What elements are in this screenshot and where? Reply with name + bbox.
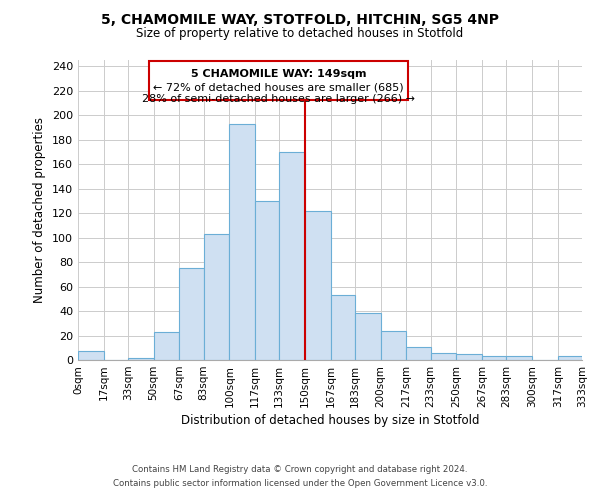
- Text: 28% of semi-detached houses are larger (266) →: 28% of semi-detached houses are larger (…: [142, 94, 415, 104]
- Bar: [128, 358, 154, 360]
- Text: 5, CHAMOMILE WAY, STOTFOLD, HITCHIN, SG5 4NP: 5, CHAMOMILE WAY, STOTFOLD, HITCHIN, SG5…: [101, 12, 499, 26]
- Bar: [78, 352, 104, 360]
- Bar: [229, 124, 255, 360]
- Bar: [305, 210, 331, 360]
- Text: Contains HM Land Registry data © Crown copyright and database right 2024.
Contai: Contains HM Land Registry data © Crown c…: [113, 466, 487, 487]
- Bar: [279, 152, 305, 360]
- Text: 5 CHAMOMILE WAY: 149sqm: 5 CHAMOMILE WAY: 149sqm: [191, 68, 366, 78]
- Text: Size of property relative to detached houses in Stotfold: Size of property relative to detached ho…: [136, 28, 464, 40]
- Bar: [331, 295, 355, 360]
- Bar: [381, 330, 406, 360]
- Bar: [355, 314, 381, 360]
- Bar: [506, 356, 532, 360]
- Bar: [558, 356, 582, 360]
- Bar: [457, 354, 482, 360]
- Bar: [482, 356, 506, 360]
- Bar: [203, 234, 229, 360]
- Bar: [255, 201, 279, 360]
- Text: ← 72% of detached houses are smaller (685): ← 72% of detached houses are smaller (68…: [153, 82, 404, 92]
- Bar: [406, 346, 431, 360]
- X-axis label: Distribution of detached houses by size in Stotfold: Distribution of detached houses by size …: [181, 414, 479, 427]
- FancyBboxPatch shape: [149, 61, 408, 100]
- Bar: [179, 268, 203, 360]
- Bar: [431, 352, 457, 360]
- Y-axis label: Number of detached properties: Number of detached properties: [34, 117, 46, 303]
- Bar: [154, 332, 179, 360]
